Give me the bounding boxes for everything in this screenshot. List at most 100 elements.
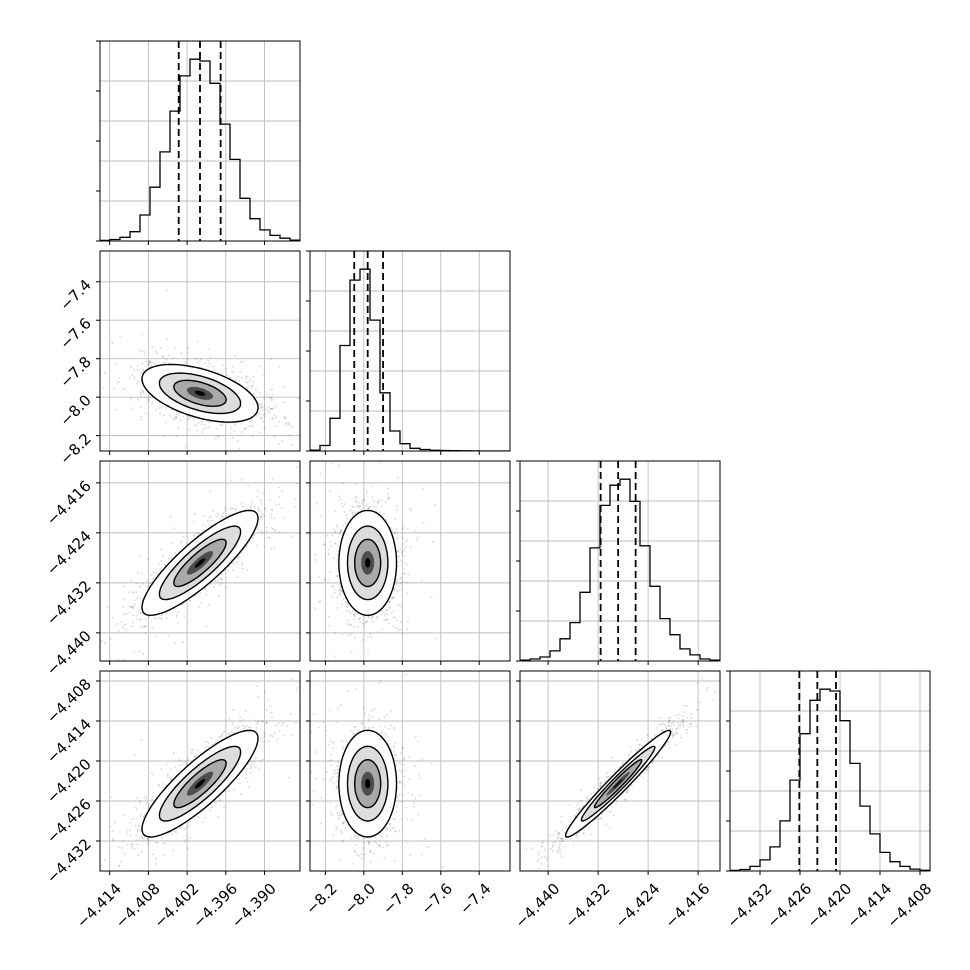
scatter-point <box>334 655 337 658</box>
y-tick-label: −7.4 <box>56 276 94 314</box>
scatter-point <box>375 506 378 509</box>
scatter-point <box>234 726 237 729</box>
scatter-point <box>193 424 196 427</box>
scatter-point <box>155 617 158 620</box>
scatter-point <box>399 582 402 585</box>
scatter-point <box>323 543 326 546</box>
scatter-point <box>390 443 392 445</box>
scatter-point <box>356 625 359 628</box>
scatter-point <box>334 530 337 533</box>
scatter-point <box>146 398 149 401</box>
scatter-point <box>339 425 341 427</box>
scatter-point <box>182 641 185 644</box>
panel-content <box>310 443 510 687</box>
scatter-point <box>144 618 147 621</box>
scatter-point <box>336 524 339 527</box>
scatter-point <box>158 407 161 410</box>
scatter-point <box>86 698 88 700</box>
scatter-point <box>375 509 378 512</box>
scatter-point <box>380 499 383 502</box>
scatter-point <box>239 720 242 723</box>
scatter-point <box>128 611 131 614</box>
scatter-point <box>188 429 191 431</box>
scatter-point <box>204 362 207 365</box>
scatter-point <box>214 438 217 441</box>
panel-content <box>520 461 720 661</box>
scatter-point <box>364 621 367 624</box>
scatter-point <box>128 377 131 379</box>
scatter-point <box>271 397 274 400</box>
scatter-point <box>141 652 144 655</box>
scatter-point <box>138 586 141 589</box>
scatter-point <box>179 542 182 545</box>
panel-0-0 <box>96 40 301 245</box>
scatter-point <box>149 574 152 577</box>
scatter-point <box>404 572 407 575</box>
scatter-point <box>409 545 412 548</box>
scatter-point <box>206 519 209 522</box>
scatter-point <box>266 393 269 396</box>
scatter-point <box>260 529 263 532</box>
scatter-point <box>275 503 278 506</box>
scatter-point <box>297 397 300 400</box>
scatter-point <box>367 507 370 510</box>
scatter-point <box>270 527 273 529</box>
scatter-point <box>348 610 351 613</box>
scatter-point <box>371 496 373 499</box>
scatter-point <box>174 552 177 554</box>
scatter-point <box>204 525 207 528</box>
scatter-point <box>152 571 155 574</box>
scatter-point <box>416 538 418 541</box>
scatter-point <box>248 380 251 383</box>
scatter-point <box>336 596 339 598</box>
scatter-point <box>334 531 337 534</box>
scatter-point <box>409 507 412 510</box>
scatter-point <box>262 413 265 416</box>
scatter-point <box>288 421 291 424</box>
scatter-point <box>214 579 217 582</box>
scatter-point <box>344 601 347 604</box>
scatter-point <box>278 730 281 733</box>
scatter-point <box>124 623 127 626</box>
scatter-point <box>347 634 350 637</box>
scatter-point <box>406 628 408 631</box>
contour-0 <box>338 509 398 617</box>
scatter-point <box>136 364 139 367</box>
scatter-point <box>345 685 347 687</box>
scatter-point <box>260 502 263 505</box>
scatter-point <box>407 620 409 623</box>
scatter-point <box>402 572 405 575</box>
scatter-point <box>275 416 278 419</box>
scatter-point <box>231 370 234 373</box>
scatter-point <box>123 613 126 615</box>
scatter-point <box>396 476 399 479</box>
scatter-point <box>208 362 211 365</box>
scatter-point <box>171 542 174 545</box>
scatter-point <box>116 382 119 385</box>
scatter-point <box>351 514 354 517</box>
scatter-point <box>195 424 198 427</box>
scatter-point <box>400 621 403 624</box>
histogram-1 <box>310 268 510 451</box>
scatter-point <box>255 756 258 759</box>
scatter-point <box>243 725 246 728</box>
scatter-point <box>121 387 124 390</box>
scatter-point <box>355 496 358 499</box>
contour-2 <box>173 379 227 408</box>
scatter-point <box>265 530 268 533</box>
density-peak <box>365 558 371 568</box>
scatter-point <box>210 806 213 809</box>
scatter-point <box>143 625 146 628</box>
scatter-point <box>355 500 358 503</box>
scatter-point <box>377 502 380 505</box>
scatter-point <box>170 556 173 559</box>
scatter-point <box>141 627 144 630</box>
scatter-point <box>163 414 166 417</box>
scatter-point <box>334 542 337 545</box>
scatter-point <box>212 519 215 522</box>
scatter-point <box>196 532 199 535</box>
scatter-point <box>339 498 342 501</box>
scatter-point <box>195 357 198 360</box>
scatter-point <box>354 511 357 514</box>
scatter-point <box>229 508 231 511</box>
